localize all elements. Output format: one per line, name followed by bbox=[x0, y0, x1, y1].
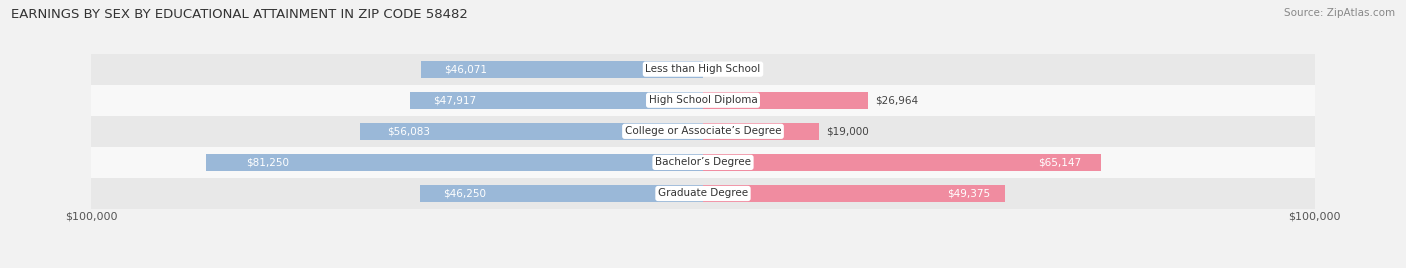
Text: $47,917: $47,917 bbox=[433, 95, 477, 105]
Bar bbox=[703, 123, 820, 140]
Text: College or Associate’s Degree: College or Associate’s Degree bbox=[624, 126, 782, 136]
Text: High School Diploma: High School Diploma bbox=[648, 95, 758, 105]
Bar bbox=[207, 154, 703, 171]
Bar bbox=[420, 185, 703, 202]
Text: $56,083: $56,083 bbox=[388, 126, 430, 136]
Bar bbox=[360, 123, 703, 140]
Text: Source: ZipAtlas.com: Source: ZipAtlas.com bbox=[1284, 8, 1395, 18]
Text: EARNINGS BY SEX BY EDUCATIONAL ATTAINMENT IN ZIP CODE 58482: EARNINGS BY SEX BY EDUCATIONAL ATTAINMEN… bbox=[11, 8, 468, 21]
Text: $46,250: $46,250 bbox=[443, 188, 485, 199]
Text: Less than High School: Less than High School bbox=[645, 64, 761, 74]
Bar bbox=[91, 54, 1315, 85]
Text: $46,071: $46,071 bbox=[444, 64, 486, 74]
Text: $19,000: $19,000 bbox=[827, 126, 869, 136]
Bar bbox=[703, 154, 1101, 171]
Bar bbox=[91, 116, 1315, 147]
Bar bbox=[411, 92, 703, 109]
Bar bbox=[422, 61, 703, 78]
Text: $49,375: $49,375 bbox=[946, 188, 990, 199]
Text: $0: $0 bbox=[716, 64, 728, 74]
Bar bbox=[91, 147, 1315, 178]
Text: $65,147: $65,147 bbox=[1039, 157, 1081, 168]
Bar bbox=[91, 178, 1315, 209]
Text: Graduate Degree: Graduate Degree bbox=[658, 188, 748, 199]
Bar bbox=[703, 185, 1005, 202]
Bar bbox=[703, 92, 868, 109]
Text: $26,964: $26,964 bbox=[876, 95, 918, 105]
Text: Bachelor’s Degree: Bachelor’s Degree bbox=[655, 157, 751, 168]
Bar bbox=[91, 85, 1315, 116]
Text: $81,250: $81,250 bbox=[246, 157, 288, 168]
